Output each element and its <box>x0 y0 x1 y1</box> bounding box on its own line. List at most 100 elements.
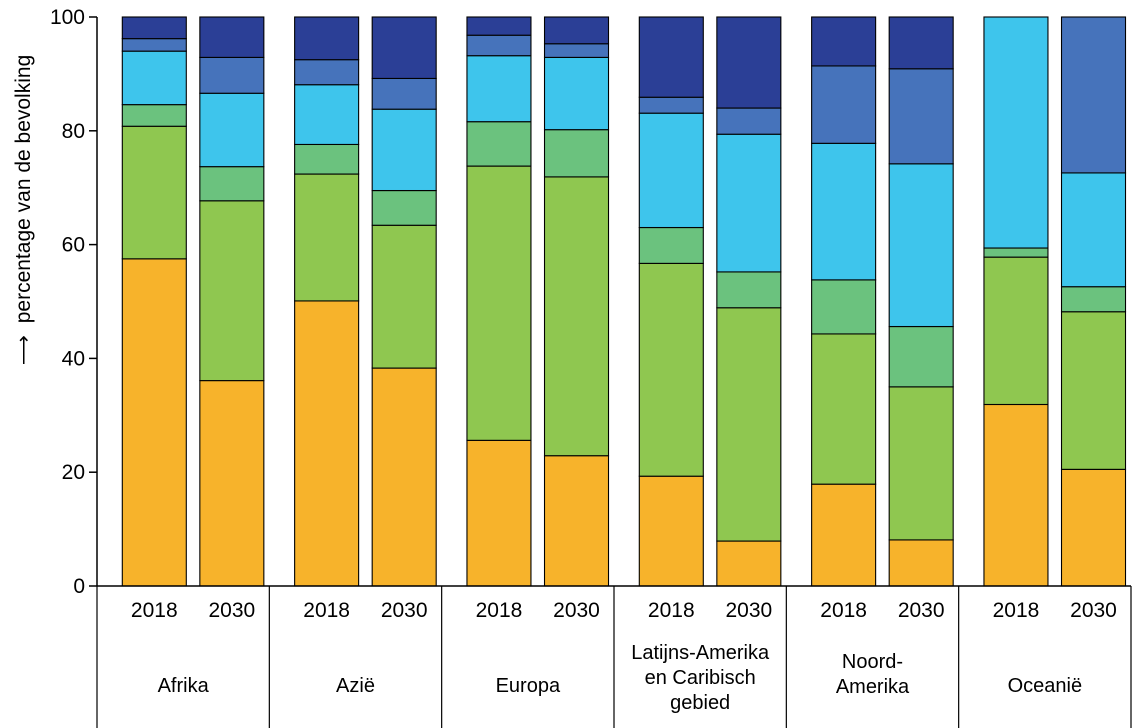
bar-segment <box>466 439 532 587</box>
bar-segment <box>371 189 437 226</box>
bar-segment <box>121 16 187 40</box>
bar-segment <box>466 16 532 36</box>
group-label: Azië <box>336 675 375 697</box>
x-category-label: 2018 <box>131 599 178 622</box>
bar-segment <box>543 455 610 587</box>
y-axis-title: percentage van de bevolking <box>12 55 35 324</box>
bar-segment <box>294 59 360 86</box>
bar-segment <box>888 163 954 328</box>
bar-segment <box>466 55 532 123</box>
bar-segment <box>638 112 704 229</box>
bar-segment <box>466 165 532 441</box>
group-label: Oceanië <box>1008 675 1083 697</box>
bar-segment <box>294 173 360 302</box>
bar-segment <box>1060 468 1127 587</box>
y-tick-label: 40 <box>62 347 85 370</box>
bar-segment <box>199 92 265 168</box>
y-tick-label: 20 <box>62 461 85 484</box>
bar-segment <box>121 50 187 106</box>
bar-segment <box>294 84 360 146</box>
bar-segment <box>543 16 610 45</box>
bar-segment <box>716 271 782 309</box>
bar-segment <box>888 68 954 165</box>
bar-segment <box>983 256 1049 406</box>
x-category-label: 2018 <box>476 599 523 622</box>
bar-segment <box>638 16 704 98</box>
group-label: Europa <box>496 675 561 697</box>
bar-segment <box>121 258 187 587</box>
x-category-label: 2018 <box>820 599 867 622</box>
bar-segment <box>638 262 704 477</box>
x-category-label: 2030 <box>725 599 772 622</box>
bar-segment <box>1060 311 1127 470</box>
y-axis-label: ⟶ percentage van de bevolking <box>12 55 35 365</box>
bar-segment <box>716 540 782 587</box>
bar-segment <box>716 307 782 542</box>
bar-segment <box>811 333 877 485</box>
bar-segment <box>466 34 532 57</box>
bar-segment <box>1060 172 1127 288</box>
bar-segment <box>888 386 954 541</box>
bar-segment <box>371 108 437 192</box>
bar-segment <box>371 224 437 369</box>
x-category-label: 2030 <box>898 599 945 622</box>
bar-segment <box>121 38 187 52</box>
bar-segment <box>294 143 360 175</box>
bar-segment <box>371 77 437 110</box>
bars-layer <box>121 16 1127 587</box>
x-category-label: 2030 <box>381 599 428 622</box>
bar-segment <box>811 65 877 144</box>
bar-segment <box>638 226 704 264</box>
x-axis: 2018 2030 2018 2030 2018 2030 2018 2030 2018 2030… <box>96 585 1132 728</box>
bar-segment <box>199 166 265 202</box>
bar-segment <box>199 56 265 94</box>
bar-segment <box>888 539 954 587</box>
bar-segment <box>811 142 877 281</box>
bar-segment <box>716 133 782 273</box>
bar-segment <box>888 325 954 388</box>
bar-segment <box>371 367 437 587</box>
group-label: Amerika <box>836 676 910 698</box>
group-label: Noord- <box>842 651 903 673</box>
y-tick-label: 100 <box>50 6 85 29</box>
bar-segment <box>811 483 877 587</box>
y-tick-label: 60 <box>62 234 85 257</box>
bar-segment <box>638 96 704 114</box>
bar-segment <box>638 475 704 587</box>
bar-segment <box>543 129 610 178</box>
x-category-label: 2018 <box>303 599 350 622</box>
bar-segment <box>1060 286 1127 313</box>
bar-segment <box>543 56 610 131</box>
bar-segment <box>888 16 954 70</box>
x-category-label: 2030 <box>208 599 255 622</box>
bar-segment <box>371 16 437 80</box>
y-axis-arrow: ⟶ <box>12 335 35 365</box>
y-axis: 0 20 40 60 80 100 <box>50 6 98 598</box>
bar-segment <box>983 247 1049 258</box>
bar-segment <box>716 16 782 109</box>
group-label: en Caribisch <box>645 667 756 689</box>
y-axis-label-text: ⟶ percentage van de bevolking <box>12 55 35 365</box>
bar-segment <box>983 403 1049 587</box>
bar-segment <box>199 380 265 587</box>
bar-segment <box>199 16 265 58</box>
group-label: Afrika <box>158 675 210 697</box>
bar-segment <box>121 125 187 260</box>
x-category-label: 2030 <box>1070 599 1117 622</box>
y-tick-label: 80 <box>62 120 85 143</box>
bar-segment <box>294 16 360 61</box>
x-category-label: 2018 <box>993 599 1040 622</box>
bar-segment <box>1060 16 1127 174</box>
bar-segment <box>543 176 610 457</box>
bar-segment <box>811 16 877 67</box>
bar-segment <box>294 300 360 587</box>
group-label: gebied <box>670 692 730 714</box>
x-category-label: 2018 <box>648 599 695 622</box>
bar-segment <box>466 121 532 167</box>
bar-segment <box>983 16 1049 249</box>
bar-segment <box>199 200 265 382</box>
x-category-label: 2030 <box>553 599 600 622</box>
group-label: Latijns-Amerika <box>631 642 770 664</box>
bar-segment <box>543 43 610 58</box>
